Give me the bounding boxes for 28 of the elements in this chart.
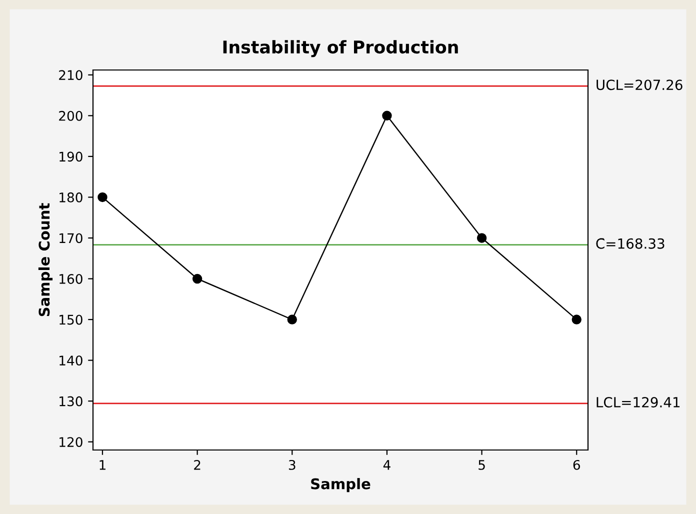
y-tick-label: 130 xyxy=(60,396,82,406)
point xyxy=(287,314,297,324)
x-tick-label: 5 xyxy=(478,460,485,470)
point xyxy=(98,192,108,202)
x-tick-label: 1 xyxy=(100,460,106,470)
point xyxy=(192,274,202,284)
ref-line-label: UCL=207.26 xyxy=(596,80,682,90)
x-tick-label: 4 xyxy=(383,460,390,470)
x-tick-label: 3 xyxy=(288,460,296,470)
y-tick-label: 160 xyxy=(60,274,82,284)
ref-line-label: C̄=168.33 xyxy=(596,238,664,249)
x-tick-label: 2 xyxy=(194,460,200,470)
x-tick-label: 6 xyxy=(573,460,580,470)
point xyxy=(382,110,392,121)
y-tick-label: 150 xyxy=(60,314,82,325)
ref-line-label: LCL=129.41 xyxy=(596,397,680,408)
chart-title: Instability of Production xyxy=(223,40,458,58)
y-tick-label: 190 xyxy=(60,152,82,162)
y-tick-label: 140 xyxy=(60,356,82,366)
y-axis-title: Sample Count xyxy=(38,203,53,316)
y-tick-label: 180 xyxy=(60,192,82,202)
y-tick-label: 170 xyxy=(60,233,82,244)
y-tick-label: 120 xyxy=(60,437,82,448)
point xyxy=(572,314,582,324)
point xyxy=(476,233,487,243)
x-axis-title: Sample xyxy=(311,478,370,492)
y-tick-label: 200 xyxy=(59,110,82,121)
y-tick-label: 210 xyxy=(59,70,82,80)
